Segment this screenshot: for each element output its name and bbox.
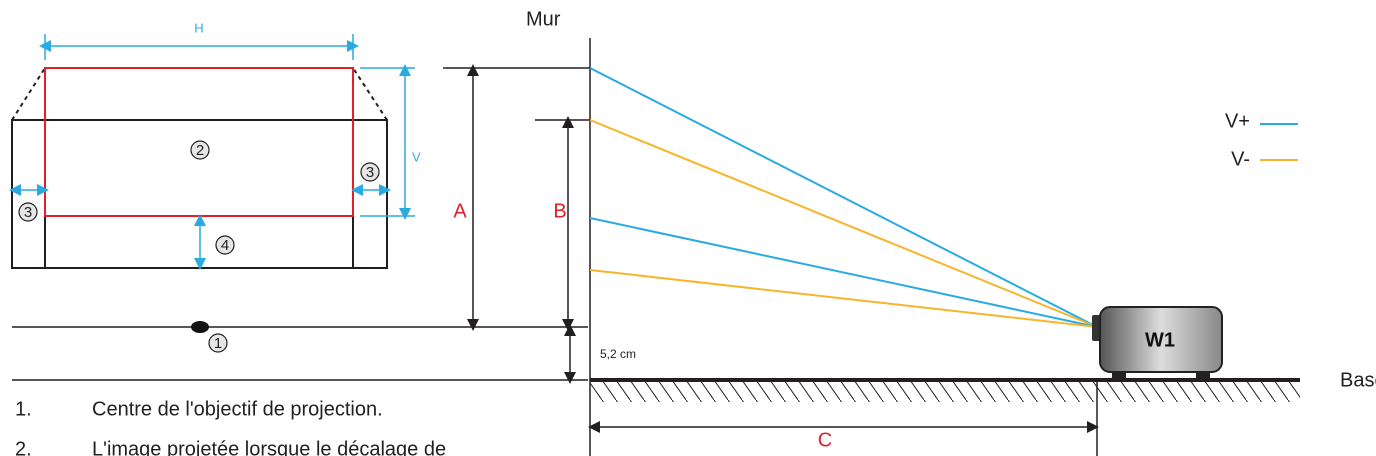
- h-label: H: [194, 20, 203, 35]
- note-text: L'image projetée lorsque le décalage de: [92, 438, 446, 456]
- note-text: Centre de l'objectif de projection.: [92, 398, 383, 420]
- projector: W1: [1092, 306, 1223, 378]
- marker: 4: [221, 237, 229, 254]
- note-number: 2.: [15, 438, 32, 456]
- base-label: Base: [1340, 369, 1376, 391]
- legend-label: V-: [1231, 148, 1250, 170]
- screen-diagram: H V 2 3 3 4: [9, 20, 421, 270]
- b-label: B: [553, 200, 566, 222]
- marker: 2: [196, 142, 204, 159]
- marker: 3: [366, 164, 374, 181]
- a-label: A: [453, 200, 467, 222]
- note-number: 1.: [15, 398, 32, 420]
- offset-label: 5,2 cm: [600, 347, 636, 361]
- notes: 1. Centre de l'objectif de projection. 2…: [15, 398, 446, 456]
- c-label: C: [818, 429, 832, 451]
- legend: V+ V-: [1225, 110, 1298, 170]
- marker: 3: [24, 204, 32, 221]
- projector-label: W1: [1145, 329, 1175, 351]
- marker: 1: [214, 335, 222, 352]
- wall-label: Mur: [526, 8, 561, 30]
- side-view: 1 Mur A B 5,2 cm Base C W1: [12, 8, 1376, 456]
- v-label: V: [412, 149, 421, 164]
- legend-label: V+: [1225, 110, 1250, 132]
